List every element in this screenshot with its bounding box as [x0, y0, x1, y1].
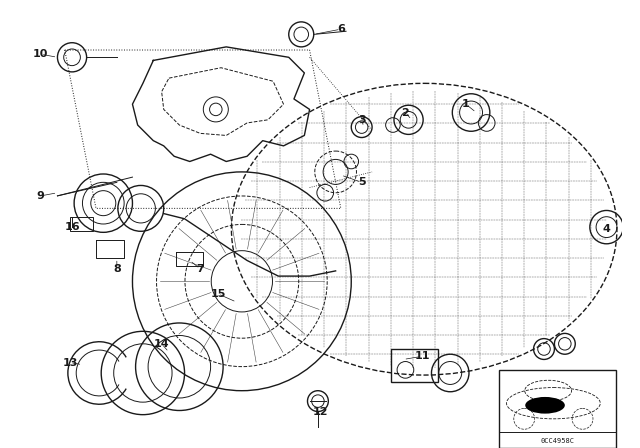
- Ellipse shape: [525, 397, 565, 414]
- Text: 12: 12: [312, 406, 328, 417]
- Text: 4: 4: [603, 224, 611, 234]
- Text: 3: 3: [358, 115, 365, 125]
- Text: 8: 8: [113, 264, 121, 274]
- Text: 16: 16: [64, 222, 80, 232]
- Text: 11: 11: [414, 351, 430, 362]
- Bar: [70, 217, 93, 231]
- Text: 0CC4958C: 0CC4958C: [541, 438, 575, 444]
- Text: 15: 15: [210, 289, 225, 299]
- Text: 13: 13: [62, 358, 77, 367]
- Text: 10: 10: [33, 49, 49, 59]
- Text: 2: 2: [401, 108, 410, 117]
- Text: 6: 6: [337, 24, 345, 34]
- Text: 14: 14: [154, 339, 170, 349]
- Text: 1: 1: [462, 99, 470, 109]
- Text: 9: 9: [37, 191, 45, 201]
- Bar: [391, 349, 438, 382]
- Text: 7: 7: [196, 264, 204, 274]
- Bar: [499, 370, 616, 448]
- Text: 5: 5: [358, 177, 365, 187]
